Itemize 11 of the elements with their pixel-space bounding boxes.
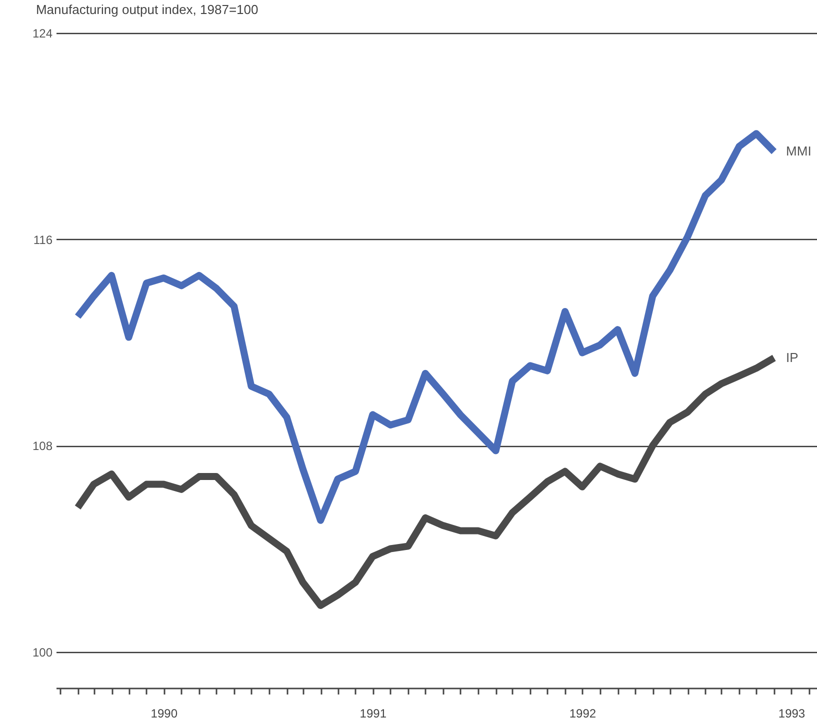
y-tick-label: 116 [33, 232, 53, 247]
y-tick-label: 100 [32, 645, 53, 660]
y-tick-label: 108 [32, 439, 53, 454]
x-tick-label: 1990 [150, 706, 178, 720]
series-label: MMI [786, 144, 812, 159]
x-tick-label: 1993 [778, 706, 806, 720]
y-tick-label: 124 [32, 26, 53, 40]
series-label: IP [786, 350, 798, 365]
x-tick-label: 1992 [569, 706, 596, 720]
chart-title: Manufacturing output index, 1987=100 [36, 2, 258, 17]
x-tick-label: 1991 [360, 706, 387, 720]
